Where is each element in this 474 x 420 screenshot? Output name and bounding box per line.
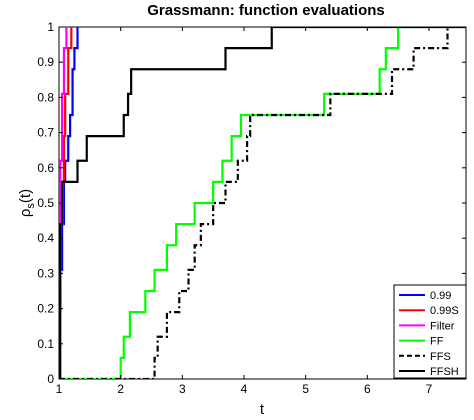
x-tick-label: 5 [302, 382, 309, 396]
chart-title: Grassmann: function evaluations [147, 2, 385, 19]
y-tick-label: 0.7 [37, 126, 54, 140]
y-axis-label-tail: (t) [17, 189, 34, 203]
legend-label: FFSH [430, 366, 459, 378]
y-axis-label: ρs(t) [17, 189, 37, 217]
y-tick-label: 0.9 [37, 55, 54, 69]
x-tick-label: 7 [426, 382, 433, 396]
y-tick-label: 0.3 [37, 266, 54, 280]
y-tick-label: 0 [47, 372, 54, 386]
series-line-0.99 [59, 27, 79, 314]
x-tick-label: 2 [117, 382, 124, 396]
y-tick-label: 0.4 [37, 231, 54, 245]
y-tick-label: 0.2 [37, 302, 54, 316]
y-tick-label: 0.8 [37, 90, 54, 104]
y-axis-ticks: 0 0.1 0.2 0.3 0.4 0.5 0.6 0.7 0.8 0.9 1 [37, 20, 466, 386]
legend-label: FFS [430, 351, 451, 363]
legend-box [393, 284, 467, 379]
y-axis-label-subscript: s [25, 203, 37, 209]
y-tick-label: 1 [47, 20, 54, 34]
x-tick-label: 4 [241, 382, 248, 396]
y-tick-label: 0.5 [37, 196, 54, 210]
legend-label: FF [430, 336, 444, 348]
legend-label: Filter [430, 320, 455, 332]
series-line-ff [59, 27, 420, 379]
x-axis-label: t [260, 401, 265, 418]
legend-label: 0.99S [430, 305, 459, 317]
legend: 0.99 0.99S Filter FF FFS FFSH [393, 284, 467, 379]
x-axis-ticks: 1 2 3 4 5 6 7 [56, 27, 433, 396]
legend-items: 0.99 0.99S Filter FF FFS FFSH [399, 290, 459, 378]
y-axis-label-rho: ρ [17, 209, 34, 218]
x-tick-label: 1 [56, 382, 63, 396]
series-layer [59, 27, 466, 379]
y-tick-label: 0.6 [37, 161, 54, 175]
series-line-ffsh [59, 27, 466, 379]
x-tick-label: 6 [364, 382, 371, 396]
x-tick-label: 3 [179, 382, 186, 396]
legend-label: 0.99 [430, 290, 451, 302]
y-tick-label: 0.1 [37, 337, 54, 351]
series-line-ffs [59, 27, 457, 379]
